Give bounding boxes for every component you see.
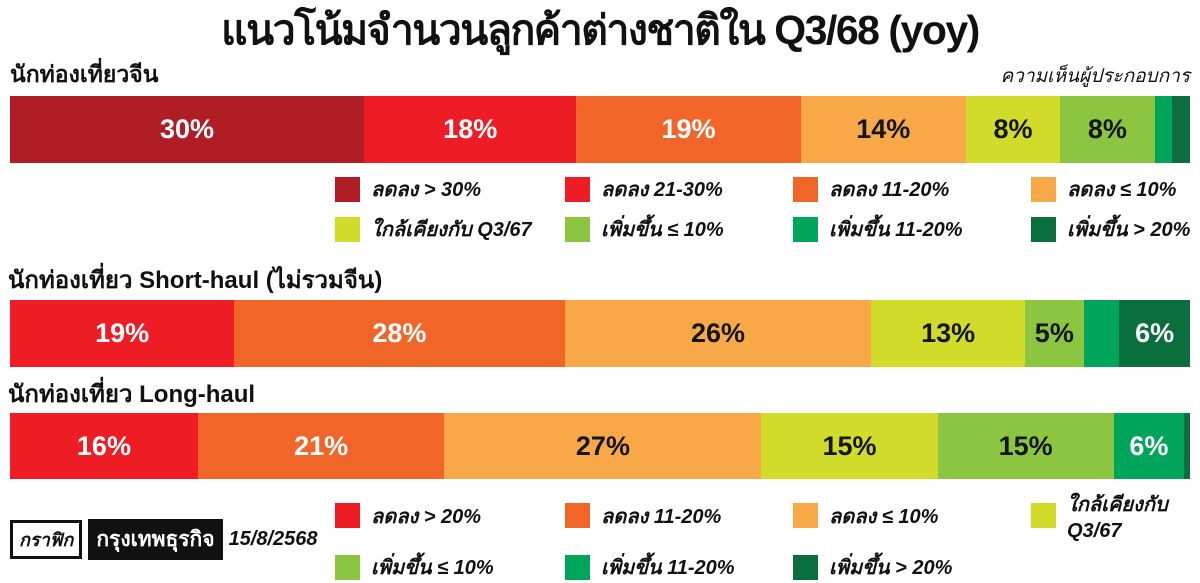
- legend-item: ลดลง ≤ 10%: [793, 488, 1031, 543]
- bar-label-china: นักท่องเที่ยวจีน: [10, 61, 159, 88]
- legend-item: เพิ่มขึ้น > 20%: [793, 551, 1031, 583]
- legend-swatch: [793, 176, 818, 202]
- bar-segment: 19%: [576, 96, 801, 164]
- bar-label-shorthaul: นักท่องเที่ยว Short-haul (ไม่รวมจีน): [8, 267, 383, 295]
- infographic-page: แนวโน้มจำนวนลูกค้าต่างชาติใน Q3/68 (yoy)…: [0, 6, 1200, 580]
- legend-swatch: [335, 216, 360, 242]
- bar-segment: 15%: [761, 413, 938, 480]
- legend-label: ลดลง ≤ 10%: [1067, 179, 1177, 202]
- bar-segment: 19%: [10, 300, 235, 368]
- legend-item: เพิ่มขึ้น ≤ 10%: [335, 551, 565, 583]
- bar-segment: 6%: [1113, 413, 1185, 480]
- bar-segment: [1083, 300, 1120, 368]
- bar-segment: 16%: [10, 413, 198, 480]
- legend-swatch: [565, 176, 590, 202]
- legend-swatch: [565, 503, 590, 529]
- legend-label: เพิ่มขึ้น ≤ 10%: [601, 219, 724, 242]
- bar-segment: 13%: [871, 300, 1025, 368]
- legend-item: ลดลง > 20%: [335, 488, 565, 543]
- legend-item: ลดลง 21-30%: [565, 173, 793, 205]
- legend-item: เพิ่มขึ้น 11-20%: [793, 213, 1031, 245]
- legend-label: ลดลง 11-20%: [601, 505, 722, 528]
- legend-swatch: [1031, 176, 1056, 202]
- legend-swatch: [793, 554, 818, 580]
- bar-segment: 28%: [234, 300, 565, 368]
- legend-label: เพิ่มขึ้น 11-20%: [829, 219, 963, 242]
- bar-segment: 8%: [965, 96, 1061, 164]
- stacked-bar-china: 30% 18% 19% 14% 8% 8%: [10, 96, 1191, 164]
- bar-segment: 30%: [10, 96, 364, 164]
- legend-label: ใกล้เคียงกับ Q3/67: [1067, 494, 1168, 543]
- bar-segment: 18%: [364, 96, 577, 164]
- subheader-row: นักท่องเที่ยวจีน ความเห็นผู้ประกอบการ: [0, 57, 1200, 93]
- legend-swatch: [565, 554, 590, 580]
- bar-segment: [1154, 96, 1173, 164]
- stacked-bar-shorthaul: 19% 28% 26% 13% 5% 6%: [10, 300, 1191, 368]
- legend-label: เพิ่มขึ้น > 20%: [829, 557, 953, 580]
- legend-item: เพิ่มขึ้น > 20%: [1031, 213, 1200, 245]
- legend-swatch: [1031, 503, 1056, 529]
- bar-segment: 15%: [937, 413, 1114, 480]
- bar-segment: 8%: [1060, 96, 1155, 164]
- legend-item: ลดลง ≤ 10%: [1031, 173, 1200, 205]
- legend-swatch: [793, 503, 818, 529]
- credit-line: กราฟิก กรุงเทพธุรกิจ 15/8/2568: [10, 519, 318, 560]
- bar-segment: [1172, 96, 1191, 164]
- legend-label: ลดลง > 20%: [371, 505, 482, 528]
- credit-date: 15/8/2568: [228, 528, 318, 550]
- legend-swatch: [793, 216, 818, 242]
- legend-swatch: [335, 503, 360, 529]
- legend-label: ลดลง ≤ 10%: [829, 505, 939, 528]
- legend-item: ลดลง 11-20%: [565, 488, 793, 543]
- page-title: แนวโน้มจำนวนลูกค้าต่างชาติใน Q3/68 (yoy): [221, 7, 980, 53]
- legend-swatch: [335, 176, 360, 202]
- legend-item: ใกล้เคียงกับ Q3/67: [335, 213, 565, 245]
- legend-label: ลดลง 11-20%: [829, 179, 950, 202]
- legend-label: ใกล้เคียงกับ Q3/67: [371, 219, 532, 242]
- legend-swatch: [565, 216, 590, 242]
- bar-segment: 6%: [1119, 300, 1191, 368]
- legend-item: ใกล้เคียงกับ Q3/67: [1031, 488, 1200, 543]
- credit-brand-badge: กรุงเทพธุรกิจ: [88, 519, 223, 560]
- legend-swatch: [335, 554, 360, 580]
- survey-note: ความเห็นผู้ประกอบการ: [1000, 66, 1190, 88]
- bar-segment: [1184, 413, 1191, 480]
- legend-label: เพิ่มขึ้น > 20%: [1067, 219, 1191, 242]
- legend-label: เพิ่มขึ้น ≤ 10%: [371, 557, 494, 580]
- legend-item: ลดลง 11-20%: [793, 173, 1031, 205]
- legend-bottom: ลดลง > 20% ลดลง 11-20% ลดลง ≤ 10% ใกล้เคียง…: [335, 488, 1200, 583]
- bar-segment: 26%: [564, 300, 872, 368]
- bar-label-longhaul: นักท่องเที่ยว Long-haul: [8, 381, 256, 409]
- legend-label: ลดลง > 30%: [371, 179, 482, 202]
- legend-top: ลดลง > 30% ลดลง 21-30% ลดลง 11-20% ลดลง ≤ 1…: [335, 173, 1200, 245]
- bar-segment: 21%: [197, 413, 445, 480]
- legend-item: เพิ่มขึ้น ≤ 10%: [565, 213, 793, 245]
- legend-label: ลดลง 21-30%: [601, 179, 723, 202]
- bar-segment: 27%: [444, 413, 762, 480]
- legend-item: เพิ่มขึ้น 11-20%: [565, 551, 793, 583]
- legend-label: เพิ่มขึ้น 11-20%: [601, 557, 735, 580]
- credit-graphic-badge: กราฟิก: [10, 520, 83, 559]
- legend-swatch: [1031, 216, 1056, 242]
- bar-segment: 5%: [1024, 300, 1084, 368]
- bar-segment: 14%: [800, 96, 966, 164]
- stacked-bar-longhaul: 16% 21% 27% 15% 15% 6%: [10, 413, 1191, 480]
- legend-item: ลดลง > 30%: [335, 173, 565, 205]
